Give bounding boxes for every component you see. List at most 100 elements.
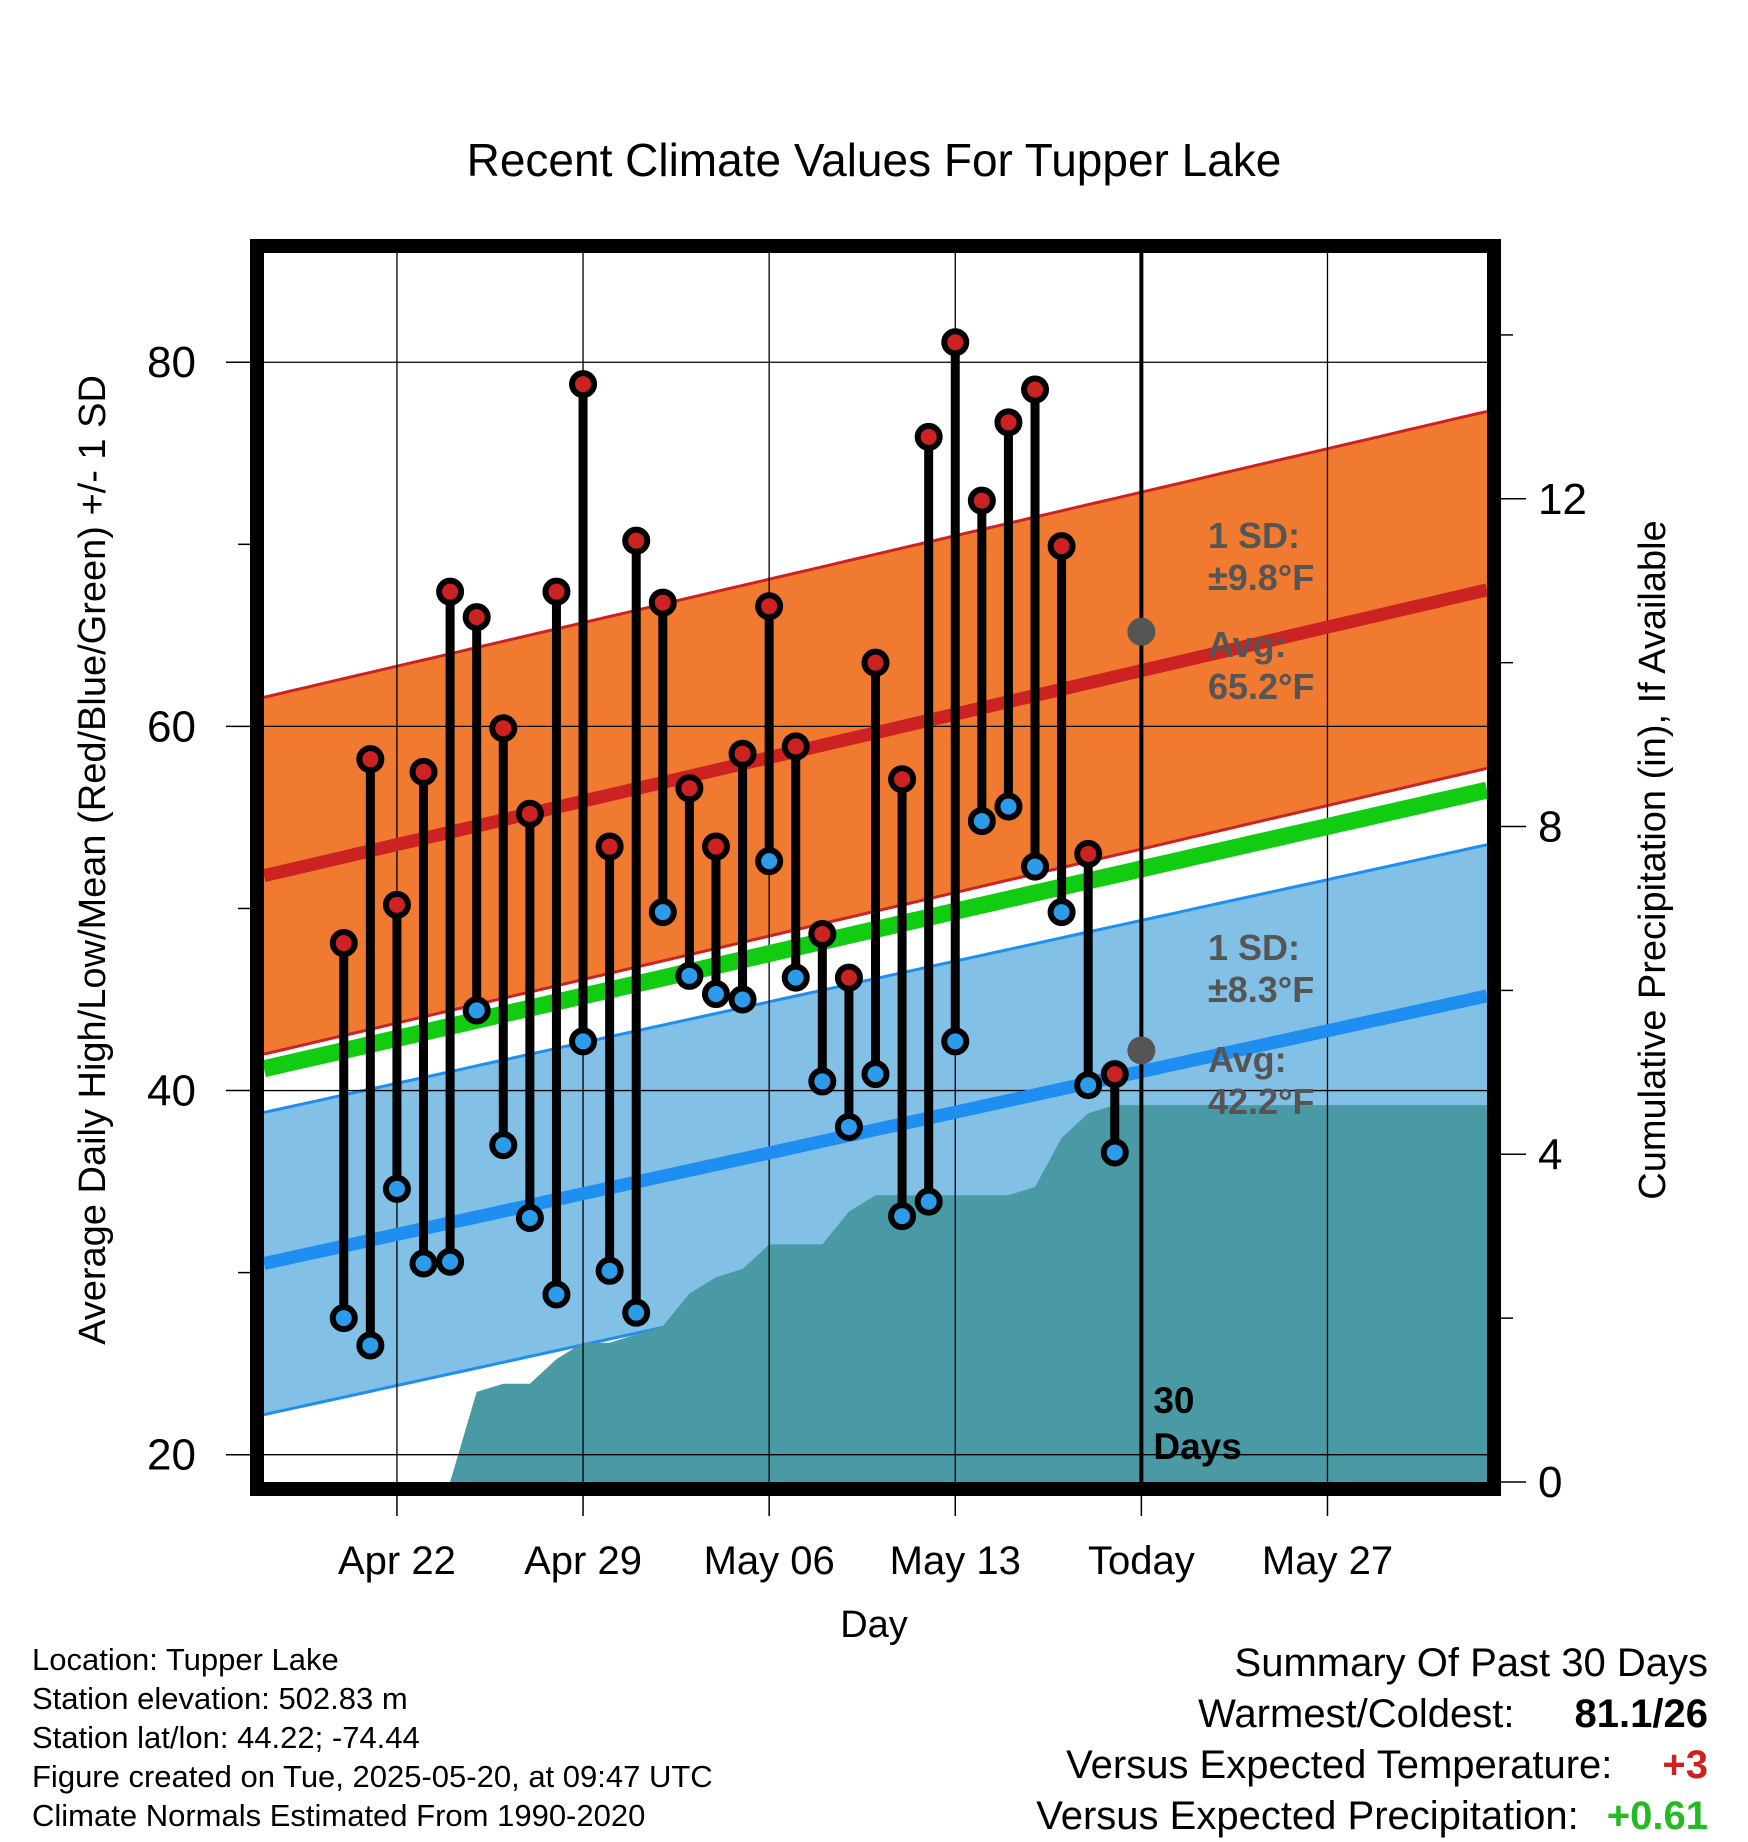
high-point bbox=[994, 408, 1023, 437]
temp-vs-expected-value: +3 bbox=[1662, 1743, 1708, 1787]
high-point bbox=[409, 757, 438, 786]
low-point bbox=[967, 807, 996, 836]
y-right-tick-label: 8 bbox=[1538, 803, 1562, 852]
low-point bbox=[382, 1174, 411, 1203]
x-tick-label: Today bbox=[1088, 1539, 1195, 1583]
station-info: Location: Tupper Lake Station elevation:… bbox=[32, 1640, 713, 1835]
today-high-avg-marker bbox=[1127, 617, 1156, 646]
low-point bbox=[914, 1187, 943, 1216]
high-point bbox=[808, 919, 837, 948]
today-marker-group: 30 Days bbox=[1127, 248, 1242, 1482]
high-point bbox=[888, 765, 917, 794]
low-point bbox=[462, 996, 491, 1025]
plot-frame-group bbox=[250, 239, 1501, 1496]
y-left-tick-label: 80 bbox=[147, 338, 196, 387]
chart-title: Recent Climate Values For Tupper Lake bbox=[467, 134, 1282, 186]
high-point bbox=[941, 328, 970, 357]
low-point bbox=[648, 898, 677, 927]
high-point bbox=[675, 774, 704, 803]
low-point bbox=[994, 792, 1023, 821]
created-text: Figure created on Tue, 2025-05-20, at 09… bbox=[32, 1759, 713, 1794]
x-tick-label: May 13 bbox=[890, 1539, 1021, 1583]
high-point bbox=[382, 890, 411, 919]
high-sd-label: 1 SD: bbox=[1208, 515, 1300, 556]
elevation-text: Station elevation: 502.83 m bbox=[32, 1681, 408, 1716]
x-tick-label: Apr 29 bbox=[524, 1539, 642, 1583]
low-avg-value: 42.2°F bbox=[1208, 1081, 1314, 1122]
high-point bbox=[329, 929, 358, 958]
low-point bbox=[489, 1131, 518, 1160]
high-point bbox=[515, 799, 544, 828]
warmest-coldest-label: Warmest/Coldest: bbox=[1198, 1692, 1515, 1736]
today-days-label: Days bbox=[1153, 1426, 1241, 1467]
daily-bars bbox=[329, 328, 1129, 1360]
y-left-tick-label: 20 bbox=[147, 1431, 196, 1480]
high-point bbox=[728, 739, 757, 768]
y-axis-right-label: Cumulative Precipitation (in), If Availa… bbox=[1632, 520, 1674, 1199]
high-band-upper-edge bbox=[264, 409, 1487, 699]
low-sd-label: 1 SD: bbox=[1208, 927, 1300, 968]
low-point bbox=[622, 1298, 651, 1327]
low-point bbox=[675, 961, 704, 990]
high-point bbox=[914, 422, 943, 451]
summary-title: Summary Of Past 30 Days bbox=[1234, 1641, 1708, 1685]
low-point bbox=[1021, 852, 1050, 881]
high-point bbox=[1074, 839, 1103, 868]
low-point bbox=[1100, 1138, 1129, 1167]
low-point bbox=[1074, 1071, 1103, 1100]
low-point bbox=[436, 1247, 465, 1276]
normals-text: Climate Normals Estimated From 1990-2020 bbox=[32, 1798, 646, 1833]
precip-vs-expected-label: Versus Expected Precipitation: bbox=[1036, 1794, 1579, 1838]
axes: 20 40 60 80 0 4 8 12 Apr 22 Apr 29 May 06 May 13 Tod… bbox=[147, 334, 1587, 1583]
y-right-tick-label: 4 bbox=[1538, 1130, 1562, 1179]
y-right-tick-label: 12 bbox=[1538, 475, 1587, 524]
high-point bbox=[648, 588, 677, 617]
high-point bbox=[1047, 532, 1076, 561]
low-point bbox=[755, 847, 784, 876]
low-point bbox=[888, 1202, 917, 1231]
today-low-avg-marker bbox=[1127, 1036, 1156, 1065]
high-point bbox=[489, 714, 518, 743]
x-tick-label: Apr 22 bbox=[338, 1539, 456, 1583]
y-right-tick-label: 0 bbox=[1538, 1458, 1562, 1507]
low-point bbox=[728, 985, 757, 1014]
low-point bbox=[701, 980, 730, 1009]
normals-annotations: 1 SD: ±9.8°F Avg: 65.2°F 1 SD: ±8.3°F Av… bbox=[1208, 515, 1314, 1122]
high-sd-value: ±9.8°F bbox=[1208, 557, 1314, 598]
low-point bbox=[941, 1027, 970, 1056]
high-avg-value: 65.2°F bbox=[1208, 666, 1314, 707]
low-point bbox=[569, 1027, 598, 1056]
precip-area bbox=[264, 1105, 1487, 1482]
high-point bbox=[542, 577, 571, 606]
y-axis-left-label: Average Daily High/Low/Mean (Red/Blue/Gr… bbox=[72, 375, 114, 1345]
low-point bbox=[356, 1331, 385, 1360]
summary-panel: Summary Of Past 30 Days Warmest/Coldest:… bbox=[1036, 1638, 1708, 1842]
temp-vs-expected-label: Versus Expected Temperature: bbox=[1066, 1743, 1613, 1787]
x-tick-label: May 06 bbox=[704, 1539, 835, 1583]
high-point bbox=[781, 732, 810, 761]
high-point bbox=[861, 648, 890, 677]
low-sd-value: ±8.3°F bbox=[1208, 969, 1314, 1010]
high-point bbox=[967, 486, 996, 515]
high-point bbox=[701, 832, 730, 861]
y-left-tick-label: 40 bbox=[147, 1067, 196, 1116]
high-point bbox=[436, 577, 465, 606]
plot-frame bbox=[250, 239, 1501, 1496]
low-avg-label: Avg: bbox=[1208, 1039, 1287, 1080]
high-point bbox=[834, 963, 863, 992]
precip-vs-expected-value: +0.61 bbox=[1606, 1794, 1708, 1838]
x-axis-label: Day bbox=[840, 1604, 908, 1646]
high-point bbox=[569, 370, 598, 399]
low-point bbox=[515, 1203, 544, 1232]
low-mean-line bbox=[264, 989, 1487, 1270]
high-avg-label: Avg: bbox=[1208, 624, 1287, 665]
low-point bbox=[409, 1249, 438, 1278]
y-left-tick-label: 60 bbox=[147, 702, 196, 751]
low-point bbox=[595, 1256, 624, 1285]
high-point bbox=[1021, 375, 1050, 404]
high-point bbox=[1100, 1060, 1129, 1089]
warmest-coldest-value: 81.1/26 bbox=[1574, 1692, 1708, 1736]
low-point bbox=[834, 1112, 863, 1141]
location-text: Location: Tupper Lake bbox=[32, 1642, 339, 1677]
